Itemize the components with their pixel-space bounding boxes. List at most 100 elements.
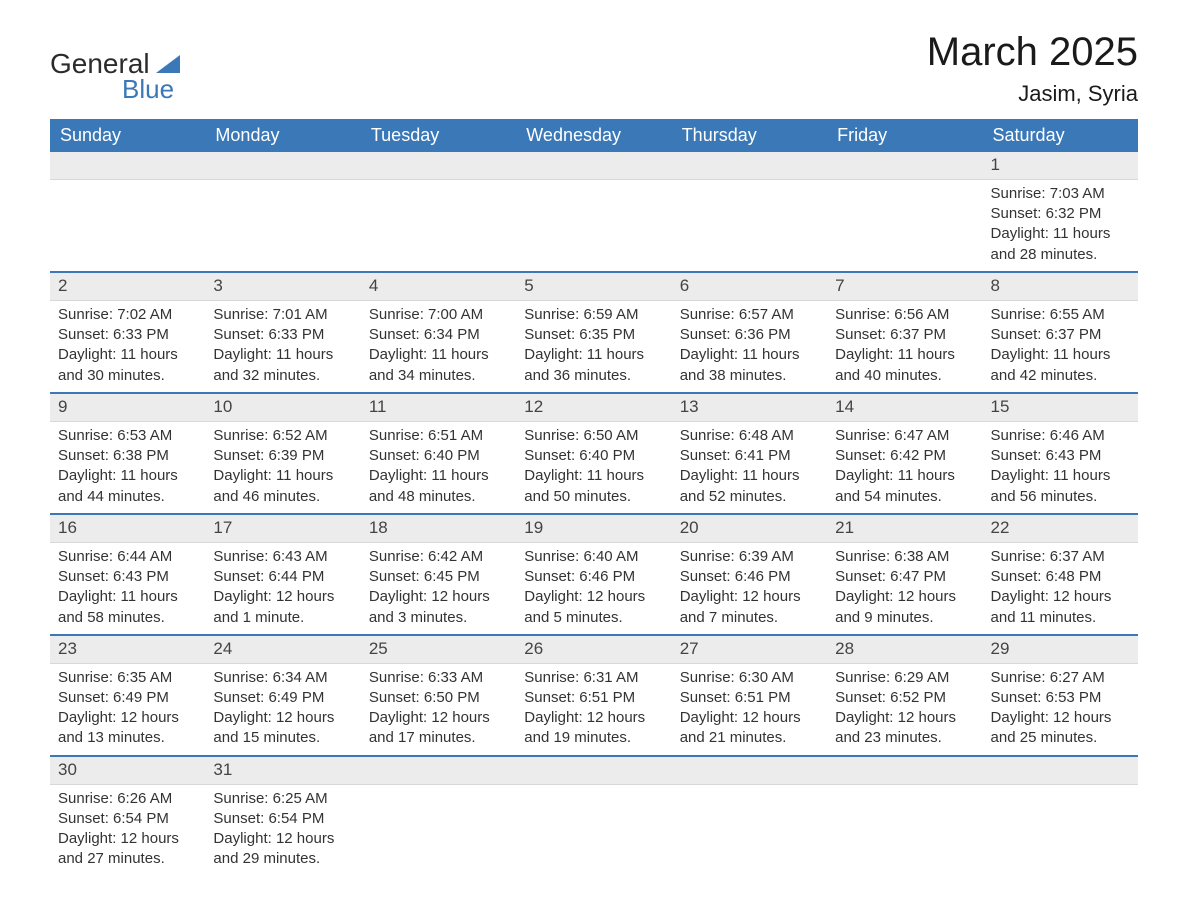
day-detail-cell: Sunrise: 6:38 AMSunset: 6:47 PMDaylight:… [827,542,982,635]
daylight-text: Daylight: 11 hours and 28 minutes. [991,224,1130,265]
day-detail-cell: Sunrise: 6:26 AMSunset: 6:54 PMDaylight:… [50,784,205,876]
weekday-header: Saturday [983,119,1138,152]
sunrise-text: Sunrise: 7:01 AM [213,305,352,325]
sunrise-text: Sunrise: 6:29 AM [835,668,974,688]
day-number-cell: 8 [983,272,1138,300]
day-number-cell [50,152,205,179]
logo-triangle-icon [156,55,180,73]
sunset-text: Sunset: 6:37 PM [835,325,974,345]
day-number-cell: 9 [50,393,205,421]
calendar-daynum-row: 9101112131415 [50,393,1138,421]
day-number-cell [672,152,827,179]
day-detail-cell: Sunrise: 6:59 AMSunset: 6:35 PMDaylight:… [516,300,671,393]
day-detail-cell: Sunrise: 6:57 AMSunset: 6:36 PMDaylight:… [672,300,827,393]
day-detail-cell [361,179,516,272]
sunrise-text: Sunrise: 6:42 AM [369,547,508,567]
sunrise-text: Sunrise: 6:33 AM [369,668,508,688]
day-detail-cell [205,179,360,272]
calendar-detail-row: Sunrise: 7:02 AMSunset: 6:33 PMDaylight:… [50,300,1138,393]
sunset-text: Sunset: 6:49 PM [58,688,197,708]
sunset-text: Sunset: 6:47 PM [835,567,974,587]
day-number-cell: 1 [983,152,1138,179]
day-detail-cell: Sunrise: 6:56 AMSunset: 6:37 PMDaylight:… [827,300,982,393]
sunset-text: Sunset: 6:52 PM [835,688,974,708]
daylight-text: Daylight: 11 hours and 58 minutes. [58,587,197,628]
calendar-detail-row: Sunrise: 7:03 AMSunset: 6:32 PMDaylight:… [50,179,1138,272]
day-detail-cell: Sunrise: 6:29 AMSunset: 6:52 PMDaylight:… [827,663,982,756]
weekday-header: Wednesday [516,119,671,152]
sunset-text: Sunset: 6:35 PM [524,325,663,345]
daylight-text: Daylight: 12 hours and 29 minutes. [213,829,352,870]
sunrise-text: Sunrise: 7:03 AM [991,184,1130,204]
sunset-text: Sunset: 6:45 PM [369,567,508,587]
sunset-text: Sunset: 6:43 PM [991,446,1130,466]
sunrise-text: Sunrise: 6:38 AM [835,547,974,567]
day-detail-cell: Sunrise: 6:39 AMSunset: 6:46 PMDaylight:… [672,542,827,635]
daylight-text: Daylight: 12 hours and 17 minutes. [369,708,508,749]
sunset-text: Sunset: 6:37 PM [991,325,1130,345]
day-number-cell: 19 [516,514,671,542]
sunset-text: Sunset: 6:43 PM [58,567,197,587]
daylight-text: Daylight: 12 hours and 23 minutes. [835,708,974,749]
daylight-text: Daylight: 11 hours and 30 minutes. [58,345,197,386]
day-number-cell: 17 [205,514,360,542]
sunrise-text: Sunrise: 6:57 AM [680,305,819,325]
logo-text-bottom: Blue [122,74,174,105]
sunrise-text: Sunrise: 6:35 AM [58,668,197,688]
day-detail-cell [516,784,671,876]
calendar-table: SundayMondayTuesdayWednesdayThursdayFrid… [50,119,1138,876]
day-detail-cell: Sunrise: 6:52 AMSunset: 6:39 PMDaylight:… [205,421,360,514]
day-detail-cell: Sunrise: 6:27 AMSunset: 6:53 PMDaylight:… [983,663,1138,756]
weekday-header: Friday [827,119,982,152]
day-number-cell: 22 [983,514,1138,542]
day-detail-cell [672,784,827,876]
daylight-text: Daylight: 12 hours and 11 minutes. [991,587,1130,628]
daylight-text: Daylight: 12 hours and 27 minutes. [58,829,197,870]
day-number-cell [361,152,516,179]
day-number-cell [983,756,1138,784]
sunrise-text: Sunrise: 6:30 AM [680,668,819,688]
day-number-cell: 4 [361,272,516,300]
month-title: March 2025 [927,30,1138,75]
day-detail-cell: Sunrise: 6:48 AMSunset: 6:41 PMDaylight:… [672,421,827,514]
sunrise-text: Sunrise: 6:55 AM [991,305,1130,325]
daylight-text: Daylight: 12 hours and 9 minutes. [835,587,974,628]
day-detail-cell: Sunrise: 6:34 AMSunset: 6:49 PMDaylight:… [205,663,360,756]
calendar-detail-row: Sunrise: 6:53 AMSunset: 6:38 PMDaylight:… [50,421,1138,514]
daylight-text: Daylight: 11 hours and 32 minutes. [213,345,352,386]
daylight-text: Daylight: 12 hours and 19 minutes. [524,708,663,749]
daylight-text: Daylight: 12 hours and 3 minutes. [369,587,508,628]
sunrise-text: Sunrise: 6:31 AM [524,668,663,688]
sunrise-text: Sunrise: 6:56 AM [835,305,974,325]
sunset-text: Sunset: 6:53 PM [991,688,1130,708]
day-number-cell [361,756,516,784]
daylight-text: Daylight: 11 hours and 56 minutes. [991,466,1130,507]
day-detail-cell [827,784,982,876]
day-detail-cell: Sunrise: 6:50 AMSunset: 6:40 PMDaylight:… [516,421,671,514]
day-number-cell: 18 [361,514,516,542]
day-number-cell: 26 [516,635,671,663]
day-detail-cell: Sunrise: 6:51 AMSunset: 6:40 PMDaylight:… [361,421,516,514]
daylight-text: Daylight: 12 hours and 25 minutes. [991,708,1130,749]
sunrise-text: Sunrise: 6:26 AM [58,789,197,809]
daylight-text: Daylight: 12 hours and 21 minutes. [680,708,819,749]
day-number-cell: 20 [672,514,827,542]
day-detail-cell: Sunrise: 7:02 AMSunset: 6:33 PMDaylight:… [50,300,205,393]
day-detail-cell: Sunrise: 6:31 AMSunset: 6:51 PMDaylight:… [516,663,671,756]
daylight-text: Daylight: 11 hours and 46 minutes. [213,466,352,507]
day-number-cell: 30 [50,756,205,784]
daylight-text: Daylight: 12 hours and 13 minutes. [58,708,197,749]
day-detail-cell: Sunrise: 6:25 AMSunset: 6:54 PMDaylight:… [205,784,360,876]
daylight-text: Daylight: 12 hours and 7 minutes. [680,587,819,628]
day-number-cell: 28 [827,635,982,663]
weekday-header: Thursday [672,119,827,152]
day-detail-cell: Sunrise: 6:53 AMSunset: 6:38 PMDaylight:… [50,421,205,514]
sunrise-text: Sunrise: 6:46 AM [991,426,1130,446]
sunset-text: Sunset: 6:46 PM [680,567,819,587]
day-detail-cell: Sunrise: 6:42 AMSunset: 6:45 PMDaylight:… [361,542,516,635]
day-number-cell: 31 [205,756,360,784]
day-number-cell: 23 [50,635,205,663]
sunset-text: Sunset: 6:33 PM [213,325,352,345]
daylight-text: Daylight: 11 hours and 50 minutes. [524,466,663,507]
day-number-cell: 6 [672,272,827,300]
